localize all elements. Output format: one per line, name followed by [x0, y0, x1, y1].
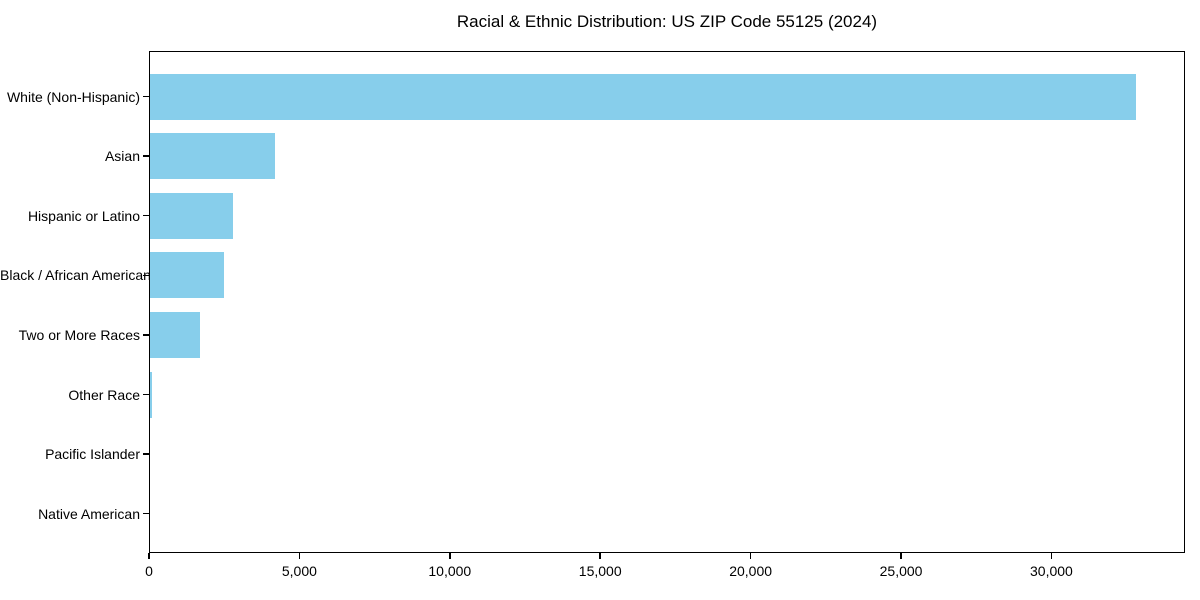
y-tick-mark-hispanic-or-latino	[143, 214, 149, 217]
bar-asian	[149, 133, 276, 180]
x-tick-mark-5000	[298, 553, 301, 559]
bar-black-african-american	[149, 252, 225, 299]
x-tick-mark-10000	[449, 553, 451, 559]
bar-white-non-hispanic	[149, 73, 1136, 120]
x-tick-label-30000: 30,000	[1030, 563, 1073, 579]
y-tick-label-pacific-islander: Pacific Islander	[45, 446, 140, 463]
x-tick-label-15000: 15,000	[578, 563, 622, 579]
bar-other-race	[149, 371, 152, 418]
y-tick-mark-two-or-more-races	[143, 334, 149, 336]
x-tick-label-20000: 20,000	[729, 563, 773, 579]
y-tick-label-other-race: Other Race	[68, 386, 140, 403]
y-tick-mark-pacific-islander	[143, 453, 149, 455]
y-tick-label-hispanic-or-latino: Hispanic or Latino	[27, 207, 140, 224]
bar-two-or-more-races	[149, 311, 201, 358]
x-tick-label-10000: 10,000	[428, 563, 472, 579]
y-tick-label-two-or-more-races: Two or More Races	[18, 326, 140, 343]
bar-hispanic-or-latino	[149, 192, 234, 239]
x-tick-label-25000: 25,000	[879, 563, 923, 579]
y-tick-label-black-african-american: Black / African American	[0, 267, 151, 284]
plot-area	[149, 51, 1185, 553]
x-tick-mark-15000	[599, 553, 601, 559]
y-tick-label-native-american: Native American	[38, 505, 140, 522]
x-tick-mark-20000	[749, 553, 752, 559]
chart-title: Racial & Ethnic Distribution: US ZIP Cod…	[456, 12, 878, 31]
y-tick-mark-black-african-american	[143, 274, 149, 277]
x-tick-label-5000: 5,000	[281, 563, 317, 579]
x-tick-mark-0	[148, 553, 150, 559]
x-tick-label-0: 0	[145, 563, 153, 579]
plot-frame	[149, 51, 1185, 553]
y-tick-mark-white-non-hispanic	[143, 95, 149, 98]
y-tick-label-asian: Asian	[104, 148, 140, 165]
x-tick-mark-25000	[900, 553, 902, 559]
y-tick-mark-native-american	[143, 512, 149, 515]
y-tick-label-white-non-hispanic: White (Non-Hispanic)	[6, 88, 140, 105]
y-tick-mark-other-race	[143, 393, 149, 396]
y-tick-mark-asian	[143, 155, 149, 157]
x-tick-mark-30000	[1050, 553, 1053, 559]
